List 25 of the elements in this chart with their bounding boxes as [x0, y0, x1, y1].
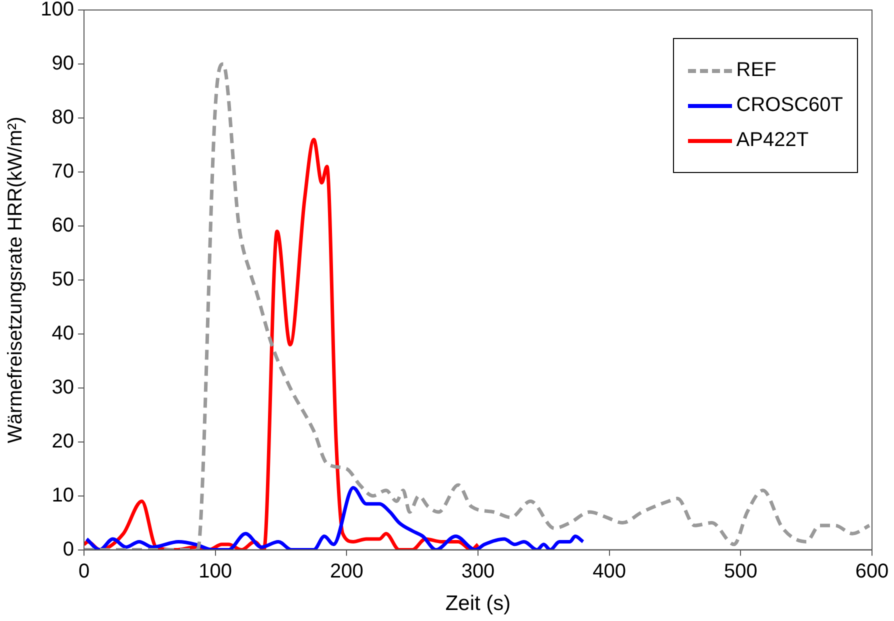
y-tick-label: 60	[52, 214, 74, 236]
y-tick-label: 20	[52, 430, 74, 452]
y-axis-title: Wärmefreisetzungsrate HRR(kW/m²)	[4, 116, 27, 444]
y-tick-label: 90	[52, 52, 74, 74]
line-series	[84, 138, 480, 550]
x-tick-label: 400	[592, 560, 626, 582]
legend-label: CROSC60T	[736, 94, 843, 117]
y-tick-label: 80	[52, 106, 74, 128]
x-axis-title: Zeit (s)	[445, 592, 511, 616]
y-tick-label: 50	[52, 268, 74, 290]
legend-label: AP422T	[736, 129, 809, 152]
x-tick-label: 300	[461, 560, 495, 582]
x-tick-label: 500	[724, 560, 758, 582]
y-tick-label: 30	[52, 376, 74, 398]
x-tick-label: 600	[855, 560, 889, 582]
x-tick-label: 0	[78, 560, 90, 582]
y-tick-label: 70	[52, 160, 74, 182]
x-tick-label: 200	[330, 560, 364, 582]
y-tick-label: 40	[52, 322, 74, 344]
line-series	[84, 486, 585, 550]
y-tick-label: 0	[62, 538, 74, 560]
y-tick-label: 100	[40, 0, 74, 21]
y-tick-label: 10	[52, 484, 74, 506]
x-tick-label: 100	[198, 560, 232, 582]
legend-label: REF	[736, 59, 776, 82]
